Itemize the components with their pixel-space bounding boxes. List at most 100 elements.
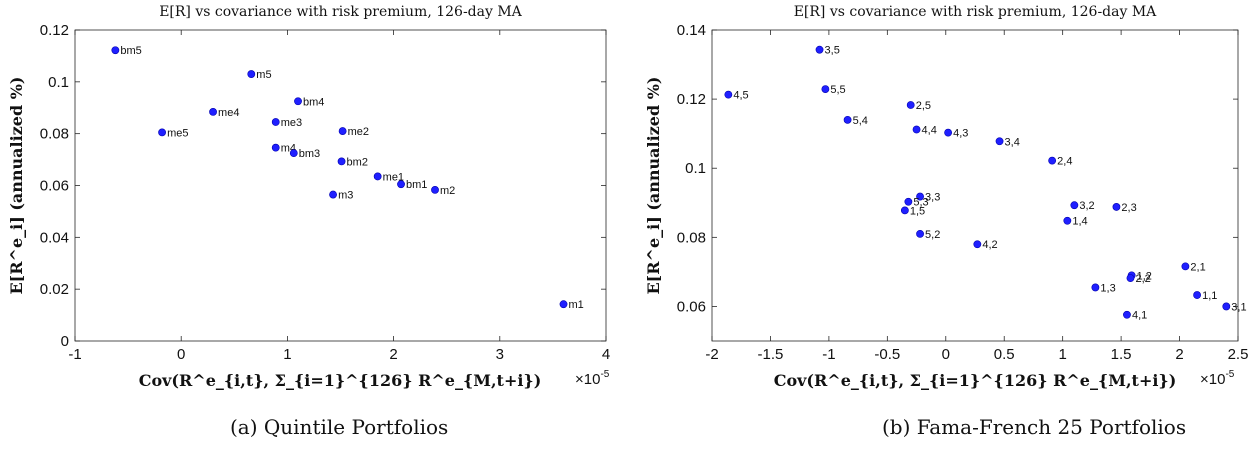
data-point — [1181, 262, 1190, 271]
data-point — [431, 186, 439, 194]
data-point-label: 1,4 — [1072, 216, 1087, 228]
data-point-label: 2,2 — [1135, 273, 1150, 285]
x-axis-multiplier-base: ×10 — [575, 371, 600, 388]
x-tick-label: -2 — [705, 346, 718, 363]
data-point-label: 2,1 — [1190, 261, 1205, 273]
data-point — [916, 192, 924, 201]
data-point-label: 1,2 — [1137, 270, 1152, 282]
y-tick-label: 0.1 — [685, 160, 706, 177]
data-point-label: 2,3 — [1121, 202, 1136, 214]
data-point — [906, 101, 915, 109]
data-point — [1112, 203, 1121, 211]
data-point — [1063, 216, 1072, 225]
data-point — [158, 128, 166, 137]
data-point — [1222, 302, 1231, 311]
data-point-label: m2 — [440, 185, 455, 197]
y-tick-label: 0.12 — [40, 22, 69, 39]
y-tick-label: 0.12 — [677, 91, 706, 108]
data-point — [912, 125, 921, 134]
y-axis-label: E[R^e_i] (annualized %) — [7, 76, 26, 294]
panel-quintile-portfolios: -1 0 1 2 3 400.020.040.060.080.10.12E[R] vs c… — [7, 4, 610, 439]
data-point — [900, 206, 909, 215]
x-tick-label: 1 — [1058, 346, 1066, 363]
data-point-label: m1 — [569, 299, 584, 311]
data-point-label: 3,4 — [1005, 136, 1020, 148]
x-tick-label: 0 — [942, 346, 950, 363]
data-point-label: bm5 — [120, 45, 141, 57]
data-point — [904, 197, 913, 206]
data-point-label: 4,1 — [1132, 310, 1147, 322]
data-point-label: 4,2 — [982, 239, 997, 251]
x-tick-label: 4 — [602, 346, 610, 363]
data-point-label: 3,5 — [825, 45, 840, 57]
data-point-label: 4,3 — [953, 128, 968, 140]
data-point-label: 1,3 — [1100, 282, 1115, 294]
data-point-label: me4 — [218, 107, 239, 119]
x-tick-label: 2 — [389, 346, 397, 363]
y-tick-label: 0.14 — [677, 22, 706, 39]
data-point-label: 3,3 — [925, 192, 940, 204]
y-tick-label: 0.04 — [40, 229, 69, 246]
x-tick-label: -1 — [68, 346, 81, 363]
x-tick-label: 1 — [283, 346, 291, 363]
data-point-label: 1,1 — [1202, 290, 1217, 302]
data-point — [821, 85, 830, 93]
y-tick-label: 0.08 — [40, 126, 69, 143]
x-axis-multiplier: ×10-5 — [1200, 369, 1235, 388]
data-point — [944, 128, 953, 137]
data-point — [973, 240, 982, 249]
y-tick-label: 0.1 — [48, 74, 69, 91]
data-point-label: m3 — [338, 190, 353, 202]
y-tick-label: 0.06 — [677, 298, 706, 315]
data-point-label: 5,2 — [925, 229, 940, 241]
data-point-label: bm2 — [347, 156, 368, 168]
data-point — [271, 143, 280, 152]
y-tick-label: 0.06 — [40, 178, 69, 195]
data-point-label: me1 — [383, 171, 404, 183]
data-point — [329, 190, 337, 199]
data-point-label: 1,5 — [910, 205, 925, 217]
data-point-label: 5,4 — [853, 115, 868, 127]
data-point-label: 4,4 — [922, 125, 937, 137]
data-point — [1070, 201, 1079, 210]
axes-box — [74, 29, 607, 342]
data-point-label: 2,5 — [916, 100, 931, 112]
chart-title: E[R] vs covariance with risk premium, 12… — [794, 4, 1157, 20]
x-tick-label: 2 — [1175, 346, 1183, 363]
chart-title: E[R] vs covariance with risk premium, 12… — [159, 4, 522, 20]
data-point-label: 5,3 — [913, 197, 928, 209]
data-point — [815, 45, 824, 54]
axes-box — [711, 29, 1239, 342]
data-point — [1048, 156, 1057, 165]
y-axis-label: E[R^e_i] (annualized %) — [644, 76, 663, 294]
data-point-label: 5,5 — [830, 84, 845, 96]
data-point — [995, 137, 1004, 146]
x-axis-multiplier-base: ×10 — [1200, 371, 1225, 388]
data-point — [843, 115, 852, 124]
data-point-label: m5 — [256, 69, 271, 81]
x-axis-label: Cov(R^e_{i,t}, Σ_{i=1}^{126} R^e_{M,t+i}… — [139, 371, 542, 390]
x-axis-multiplier-exponent: -5 — [600, 369, 609, 380]
data-point-label: bm1 — [406, 179, 427, 191]
data-point — [111, 46, 120, 55]
data-point — [247, 70, 256, 78]
panel-fama-french-25-portfolios: -2 -1.5 -1 -0.5 0 0.5 1 1.5 2 2.5 0.06 0.08 0.1 0.12 0… — [644, 4, 1248, 439]
x-tick-label: -0.5 — [874, 346, 900, 363]
data-point-label: me3 — [281, 117, 302, 129]
data-point — [1123, 310, 1131, 319]
data-point — [338, 127, 347, 135]
data-point — [209, 107, 217, 116]
data-point — [559, 300, 568, 309]
data-point-label: bm3 — [299, 148, 320, 160]
data-point — [724, 90, 733, 99]
data-point-label: me5 — [167, 127, 188, 139]
x-tick-label: 0 — [177, 346, 185, 363]
data-point-label: me2 — [348, 126, 369, 138]
data-point — [397, 180, 405, 189]
x-tick-label: 2.5 — [1228, 346, 1249, 363]
data-point-label: 3,1 — [1231, 301, 1246, 313]
panel-caption: (b) Fama-French 25 Portfolios — [882, 415, 1186, 439]
x-tick-label: -1 — [822, 346, 835, 363]
data-point — [1091, 283, 1100, 292]
